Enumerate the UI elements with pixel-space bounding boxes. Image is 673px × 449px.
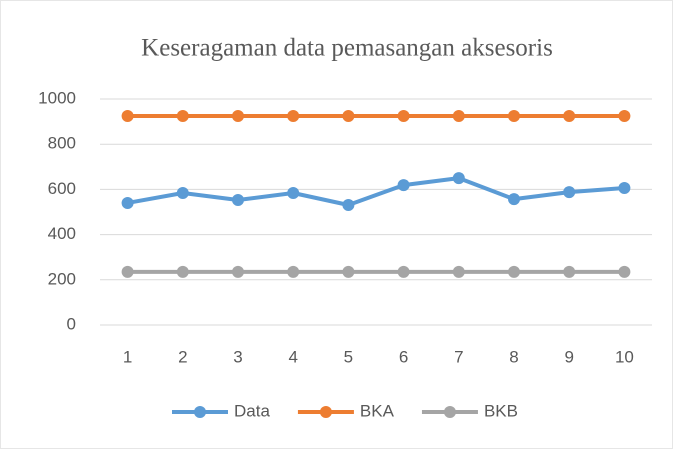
- data-point: [508, 109, 520, 122]
- data-point: [452, 109, 465, 122]
- x-tick-label: 2: [178, 347, 187, 366]
- data-point: [287, 187, 300, 200]
- data-point: [176, 265, 189, 278]
- data-point: [563, 186, 576, 199]
- data-point: [452, 172, 465, 185]
- y-tick-label: 1000: [38, 88, 76, 107]
- data-point: [232, 194, 244, 207]
- data-point: [342, 265, 355, 278]
- x-tick-label: 8: [509, 347, 518, 366]
- data-point: [342, 198, 355, 211]
- data-point: [121, 265, 134, 278]
- data-point: [121, 196, 134, 209]
- data-point: [397, 179, 410, 192]
- x-tick-label: 1: [123, 347, 132, 366]
- data-point: [508, 265, 520, 278]
- y-tick-label: 400: [48, 224, 76, 243]
- data-point: [397, 109, 410, 122]
- legend-marker: [319, 406, 332, 418]
- y-tick-label: 600: [48, 179, 76, 198]
- legend-label: Data: [234, 401, 270, 420]
- y-tick-label: 800: [48, 134, 76, 153]
- x-tick-label: 6: [399, 347, 408, 366]
- data-point: [176, 109, 189, 122]
- legend-marker: [443, 406, 456, 418]
- data-point: [232, 109, 244, 122]
- data-point: [452, 265, 465, 278]
- data-point: [508, 193, 520, 206]
- data-point: [232, 265, 244, 278]
- y-tick-label: 0: [67, 314, 76, 333]
- x-tick-label: 3: [233, 347, 242, 366]
- data-point: [618, 182, 631, 195]
- data-point: [563, 109, 576, 122]
- x-tick-label: 9: [564, 347, 573, 366]
- legend-marker: [194, 406, 206, 418]
- data-point: [618, 109, 631, 122]
- data-point: [563, 265, 576, 278]
- x-tick-label: 10: [615, 347, 634, 366]
- x-tick-label: 5: [344, 347, 353, 366]
- y-tick-label: 200: [48, 269, 76, 288]
- data-point: [618, 265, 631, 278]
- legend-label: BKA: [360, 401, 395, 420]
- data-point: [287, 109, 300, 122]
- series-line: [127, 176, 625, 207]
- data-point: [397, 265, 410, 278]
- chart-title: Keseragaman data pemasangan aksesoris: [141, 35, 553, 62]
- data-point: [342, 109, 355, 122]
- data-point: [287, 265, 300, 278]
- data-point: [176, 187, 189, 200]
- legend-label: BKB: [484, 401, 518, 420]
- x-tick-label: 4: [288, 347, 297, 366]
- data-point: [121, 109, 134, 122]
- x-tick-label: 7: [454, 347, 463, 366]
